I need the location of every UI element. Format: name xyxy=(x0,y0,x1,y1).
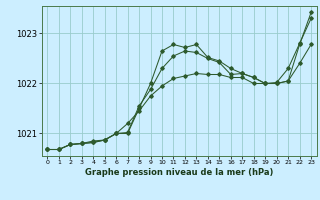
X-axis label: Graphe pression niveau de la mer (hPa): Graphe pression niveau de la mer (hPa) xyxy=(85,168,273,177)
